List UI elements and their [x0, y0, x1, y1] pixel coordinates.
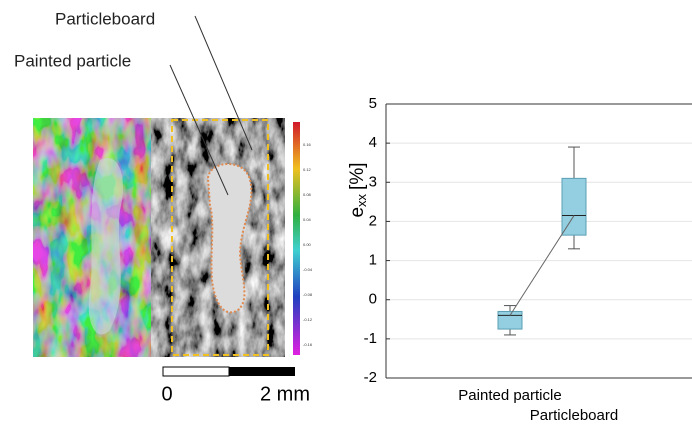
y-tick-label: 2	[369, 212, 377, 229]
colorbar-label: -0.12	[303, 317, 313, 322]
median-connector	[509, 215, 575, 316]
colorbar	[293, 122, 300, 355]
colorbar-label: 0.16	[303, 142, 312, 147]
images	[33, 15, 300, 377]
x-tick-label: Painted particle	[458, 387, 561, 404]
y-tick-label: 0	[369, 291, 377, 308]
colorbar-label: 0.12	[303, 167, 312, 172]
y-tick-label: 3	[369, 173, 377, 190]
scale-white	[162, 366, 230, 377]
y-tick-label: -2	[364, 369, 377, 386]
colorbar-label: -0.16	[303, 342, 313, 347]
colorbar-label: 0.00	[303, 242, 312, 247]
scale-label: 0	[161, 383, 172, 405]
box	[561, 177, 587, 236]
colorbar-label: 0.08	[303, 192, 312, 197]
y-label-main: e	[347, 207, 368, 218]
x-tick-label: Particleboard	[530, 407, 618, 424]
colorbar-label: -0.04	[303, 267, 313, 272]
scale-black	[229, 367, 295, 376]
particle-ghost	[88, 158, 124, 335]
colorbar-label: -0.08	[303, 292, 313, 297]
scale-label: 2 mm	[260, 383, 310, 405]
y-label-unit: [%]	[347, 162, 368, 189]
y-tick-label: -1	[364, 330, 377, 347]
y-axis-label: exx [%]	[347, 162, 369, 217]
annotation: Painted particle	[14, 51, 131, 70]
leader-line	[169, 64, 229, 196]
painted-particle	[206, 163, 253, 314]
y-tick-label: 1	[369, 252, 377, 269]
y-label-sub: xx	[354, 193, 369, 207]
annotation: Particleboard	[55, 9, 155, 28]
leader-line	[194, 15, 253, 151]
y-tick-label: 4	[369, 134, 377, 151]
roi	[171, 119, 269, 356]
colorbar-label: 0.04	[303, 217, 312, 222]
y-tick-label: 5	[369, 95, 377, 112]
box	[497, 310, 523, 330]
